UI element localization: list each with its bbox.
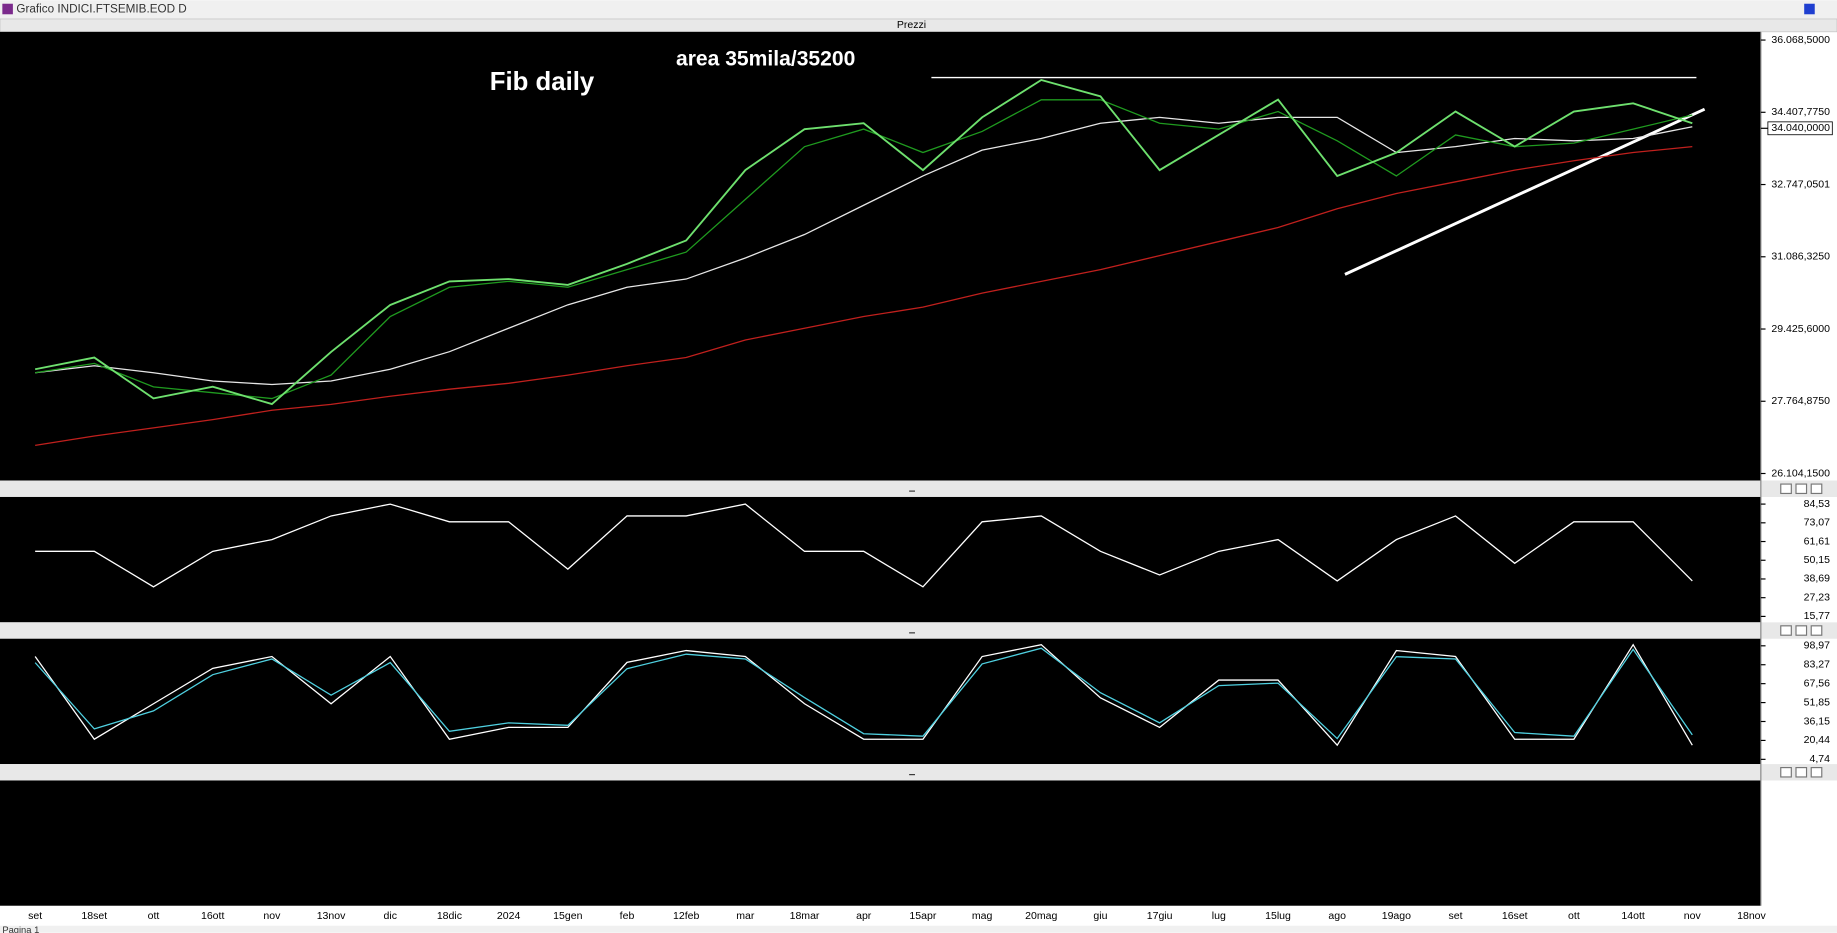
series-line	[35, 99, 1693, 400]
x-tick-label: 15lug	[1265, 910, 1291, 922]
x-tick-label: feb	[620, 910, 635, 922]
panel-button[interactable]	[1795, 483, 1808, 495]
title-bar	[0, 0, 1837, 19]
x-tick-label: apr	[856, 910, 872, 922]
app-icon	[2, 3, 13, 15]
stochastic-panel	[0, 638, 1761, 765]
last-value-label: 34.040,0000	[1771, 122, 1830, 134]
window-title: Grafico INDICI.FTSEMIB.EOD D	[16, 3, 186, 16]
panel-button[interactable]	[1810, 767, 1823, 778]
empty-panel	[0, 780, 1761, 906]
y-tick-label: 34.407,7750	[1771, 106, 1830, 118]
x-tick-label: 14ott	[1621, 910, 1644, 922]
window-button[interactable]	[1804, 3, 1815, 15]
x-tick-label: 16ott	[201, 910, 224, 922]
y-tick-label: 50,15	[1804, 554, 1830, 566]
x-tick-label: 15apr	[909, 910, 936, 922]
x-tick-label: 20mag	[1025, 910, 1057, 922]
x-tick-label: nov	[263, 910, 281, 922]
x-tick-label: set	[1449, 910, 1463, 922]
panel-button[interactable]	[1780, 767, 1792, 778]
annotation: area 35mila/35200	[676, 48, 855, 71]
separator	[0, 480, 1837, 497]
y-tick-label: 20,44	[1804, 734, 1830, 746]
y-tick-label: 31.086,3250	[1771, 251, 1830, 263]
y-tick-label: 73,07	[1804, 517, 1830, 529]
status-text: Pagina 1	[2, 925, 39, 933]
x-axis-bar	[0, 905, 1837, 926]
oscillator-panel	[0, 496, 1761, 623]
x-tick-label: mag	[972, 910, 993, 922]
series-line	[35, 503, 1693, 588]
panel-button[interactable]	[1795, 625, 1808, 636]
x-tick-label: set	[28, 910, 42, 922]
x-tick-label: 18dic	[437, 910, 462, 922]
y-tick-label: 26.104,1500	[1771, 467, 1830, 479]
x-tick-label: 16set	[1502, 910, 1528, 922]
y-tick-label: 61,61	[1804, 535, 1830, 547]
panel-button[interactable]	[1810, 483, 1823, 495]
panel-button[interactable]	[1795, 767, 1808, 778]
panel-button[interactable]	[1810, 625, 1823, 636]
series-line	[34, 647, 1693, 740]
y-tick-label: 32.747,0501	[1771, 178, 1830, 190]
panel-button[interactable]	[1780, 483, 1792, 495]
x-tick-label: 19ago	[1382, 910, 1411, 922]
separator-buttons	[909, 483, 1823, 778]
y-tick-label: 51,85	[1804, 696, 1830, 708]
x-tick-label: lug	[1212, 910, 1226, 922]
y-tick-label: 98,97	[1804, 640, 1830, 652]
series-line	[34, 78, 1693, 406]
separator	[0, 764, 1837, 781]
y-tick-label: 83,27	[1804, 659, 1830, 671]
y-tick-label: 67,56	[1804, 677, 1830, 689]
x-tick-label: 13nov	[317, 910, 346, 922]
y-tick-label: 36.068,5000	[1771, 34, 1830, 46]
y-tick-label: 38,69	[1804, 573, 1830, 585]
y-tick-label: 36,15	[1804, 715, 1830, 727]
x-tick-label: 18set	[81, 910, 107, 922]
y-tick-label: 27.764,8750	[1771, 395, 1830, 407]
annotation: Fib daily	[490, 68, 595, 96]
y-tick-label: 27,23	[1804, 591, 1830, 603]
x-tick-label: ott	[1568, 910, 1580, 922]
x-tick-label: 18mar	[790, 910, 820, 922]
x-tick-label: dic	[384, 910, 397, 922]
panel-button[interactable]	[1780, 625, 1792, 636]
x-tick-label: ago	[1328, 910, 1346, 922]
x-tick-label: 2024	[497, 910, 521, 922]
x-tick-label: 18nov	[1737, 910, 1766, 922]
series-line	[35, 116, 1693, 386]
x-tick-label: mar	[736, 910, 755, 922]
separator	[0, 622, 1837, 639]
y-tick-label: 29.425,6000	[1771, 323, 1830, 335]
y-tick-label: 4,74	[1809, 753, 1830, 765]
panel-title: Prezzi	[897, 19, 926, 31]
x-tick-label: giu	[1093, 910, 1107, 922]
x-tick-label: ott	[148, 910, 160, 922]
status-bar	[0, 925, 1837, 933]
y-tick-label: 84,53	[1804, 498, 1830, 510]
x-tick-label: 15gen	[553, 910, 582, 922]
y-tick-label: 15,77	[1804, 610, 1830, 622]
last-value-box	[1767, 121, 1833, 136]
price-panel	[0, 31, 1761, 481]
x-tick-label: 17giu	[1147, 910, 1173, 922]
x-tick-label: nov	[1684, 910, 1702, 922]
series-line	[34, 643, 1693, 747]
series-line	[35, 146, 1693, 447]
x-tick-label: 12feb	[673, 910, 699, 922]
